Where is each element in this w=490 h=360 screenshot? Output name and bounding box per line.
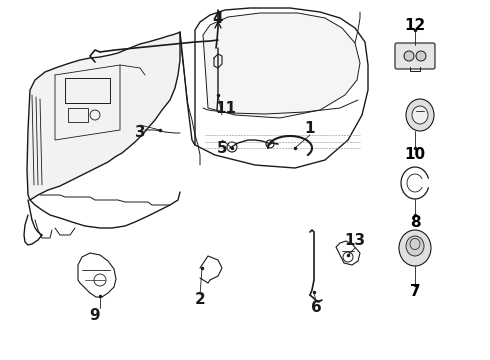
Text: 10: 10	[404, 147, 425, 162]
Text: 11: 11	[216, 100, 237, 116]
Text: 1: 1	[305, 121, 315, 135]
Circle shape	[416, 51, 426, 61]
Ellipse shape	[406, 99, 434, 131]
Text: 4: 4	[213, 10, 223, 26]
Text: 8: 8	[410, 215, 420, 230]
Polygon shape	[203, 13, 360, 118]
Text: 2: 2	[195, 292, 205, 307]
Text: 7: 7	[410, 284, 420, 300]
Text: 12: 12	[404, 18, 426, 32]
Text: 13: 13	[344, 233, 366, 248]
FancyBboxPatch shape	[395, 43, 435, 69]
Text: 3: 3	[135, 125, 146, 140]
Ellipse shape	[399, 230, 431, 266]
Circle shape	[404, 51, 414, 61]
Polygon shape	[27, 32, 180, 200]
Text: 5: 5	[217, 140, 227, 156]
Text: 9: 9	[90, 307, 100, 323]
Text: 6: 6	[311, 301, 321, 315]
Ellipse shape	[406, 236, 424, 256]
Ellipse shape	[412, 106, 428, 124]
